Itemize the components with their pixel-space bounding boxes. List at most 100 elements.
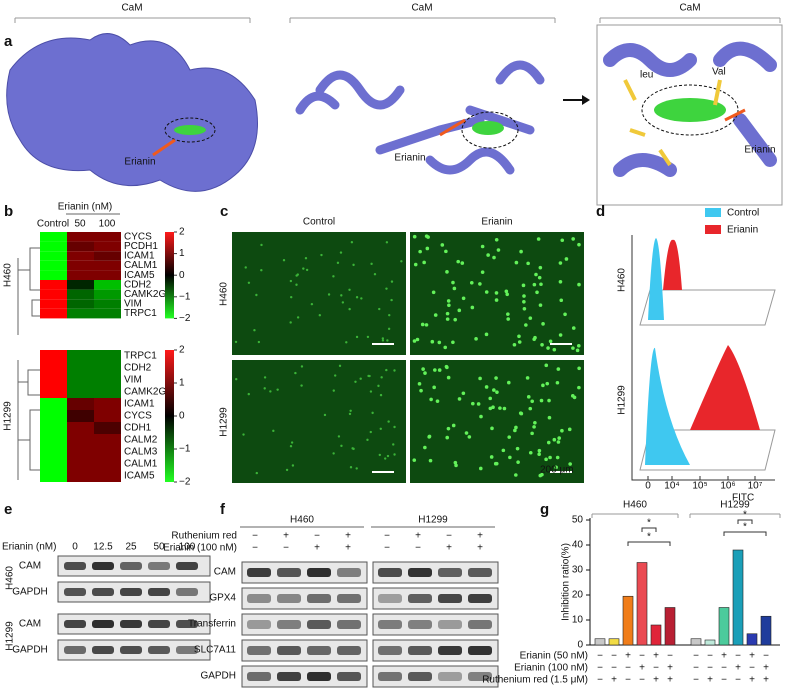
sign: − (252, 543, 258, 554)
protein-label: SLC7A11 (194, 645, 237, 656)
cell (348, 288, 351, 292)
heatmap-cell (67, 251, 94, 261)
cell (552, 437, 557, 442)
cell (478, 466, 483, 471)
band (277, 620, 301, 629)
band (277, 568, 301, 577)
cell (508, 455, 512, 460)
heatmap-cell (40, 470, 67, 482)
protein-label: Transferrin (188, 619, 236, 630)
heatmap-cell (40, 270, 67, 280)
cell (494, 291, 499, 295)
cell (484, 332, 489, 337)
protein-label: CaM (679, 3, 700, 14)
cell (426, 235, 430, 239)
row-label: H1299 (219, 407, 230, 437)
heatmap-cell (94, 260, 121, 271)
cell (412, 458, 417, 462)
bar (718, 607, 730, 646)
cell (546, 346, 550, 350)
cell (366, 438, 369, 442)
cell (494, 298, 499, 302)
sign: + (735, 663, 741, 674)
cell (564, 257, 569, 261)
cell (464, 431, 469, 435)
cell (318, 314, 322, 317)
x-tick-label: 10⁶ (720, 481, 735, 492)
cell (512, 342, 517, 347)
sign: − (693, 651, 699, 662)
cell (341, 301, 345, 304)
cell (577, 282, 581, 287)
cell (533, 420, 537, 425)
sign: − (597, 651, 603, 662)
cell (393, 453, 396, 456)
bracket (591, 513, 781, 518)
heatmap-cell (40, 232, 67, 242)
cell (354, 380, 357, 383)
gene-label: ICAM1 (124, 251, 155, 262)
cell (547, 398, 551, 403)
cell (461, 296, 466, 301)
protein-surface (6, 33, 258, 192)
x-tick-label: 10⁴ (664, 481, 679, 492)
sign: − (707, 651, 713, 662)
heatmap-cell (40, 299, 67, 309)
sign: + (345, 531, 351, 542)
cell (514, 425, 518, 430)
band (176, 620, 198, 628)
group-label: H1299 (720, 500, 750, 511)
cell (332, 275, 335, 278)
protein-label: GPX4 (209, 593, 236, 604)
heatmap-cell (67, 422, 94, 434)
binding-site (164, 117, 216, 143)
column-label: Erianin (481, 217, 512, 228)
cell (563, 312, 567, 317)
band (277, 646, 301, 655)
cell (260, 243, 263, 247)
heatmap-cell (67, 374, 94, 386)
band (307, 594, 331, 603)
heatmap-cell (40, 446, 67, 458)
heatmap-cell (67, 398, 94, 410)
cell (537, 452, 541, 457)
band (64, 646, 86, 654)
cell (378, 453, 382, 457)
cell (445, 435, 450, 440)
band (337, 620, 361, 629)
band (408, 646, 432, 655)
row-label: H460 (219, 282, 230, 306)
cell (349, 466, 353, 469)
sign: − (625, 675, 631, 686)
bracket (14, 17, 781, 23)
sign: − (653, 663, 659, 674)
band (408, 672, 432, 681)
cell (492, 255, 496, 260)
cell (377, 384, 380, 388)
sign: + (653, 651, 659, 662)
band (438, 620, 462, 629)
cell (519, 249, 523, 254)
cell (255, 471, 258, 475)
heatmap-cell (40, 398, 67, 410)
axis (631, 235, 775, 481)
cell (528, 316, 533, 320)
band (408, 620, 432, 629)
cell-line-label: H1299 (3, 401, 14, 431)
protein-ribbon (295, 60, 545, 175)
ligand (472, 121, 504, 135)
cell (546, 440, 551, 445)
protein-label: CaM (411, 3, 432, 14)
cell (443, 345, 448, 350)
bar (746, 633, 758, 646)
cell (576, 343, 581, 348)
cell (423, 371, 427, 375)
cell-line-label: H460 (5, 566, 16, 590)
cell (351, 447, 354, 450)
erianin-histogram (663, 239, 682, 290)
heatmap-cell (94, 422, 121, 434)
bar (594, 638, 606, 646)
cell (234, 340, 238, 344)
condition-label: Erianin (100 nM) (514, 663, 588, 674)
